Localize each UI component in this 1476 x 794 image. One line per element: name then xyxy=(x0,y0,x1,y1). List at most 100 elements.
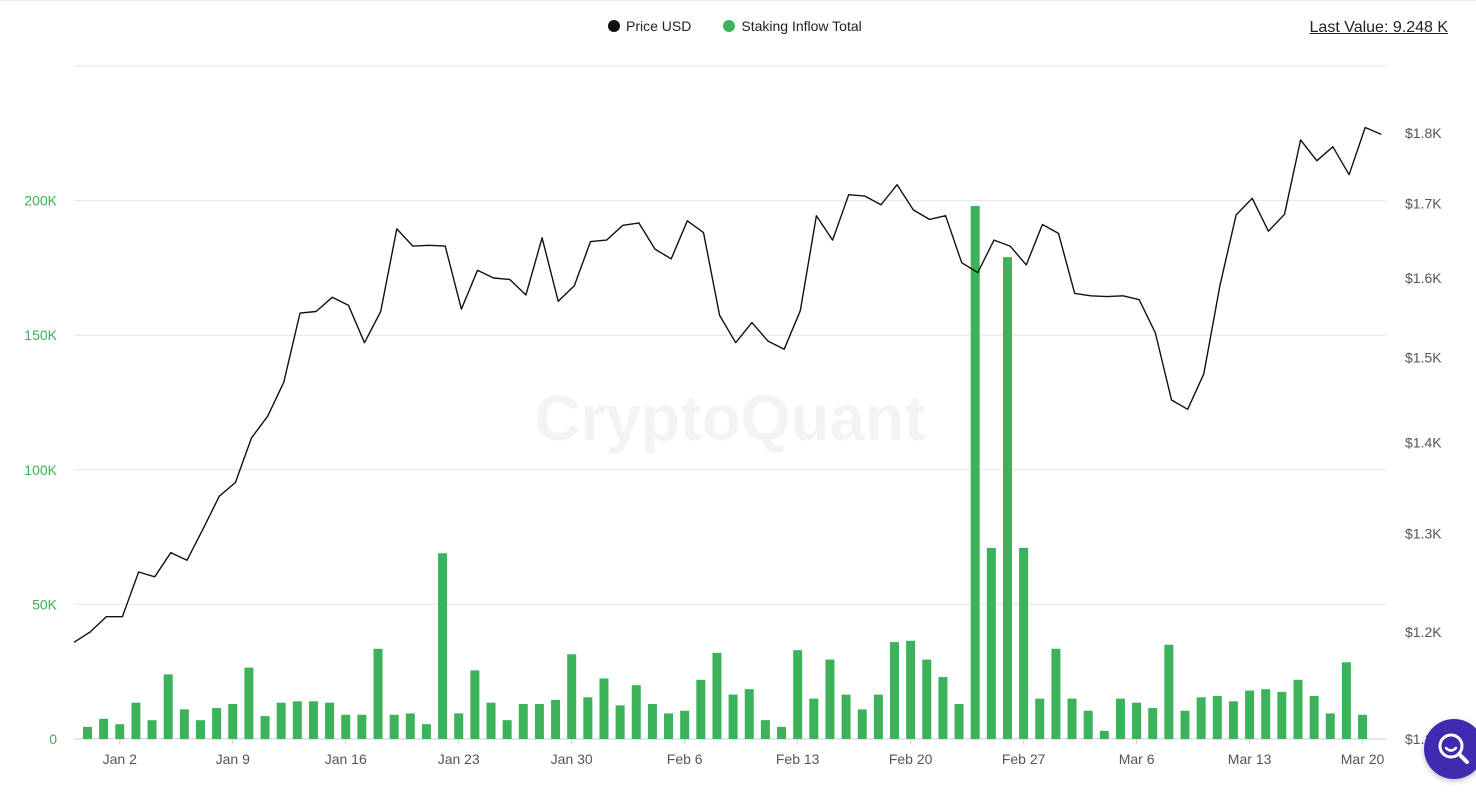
inflow-bar xyxy=(1358,714,1368,739)
legend-item-price[interactable]: Price USD xyxy=(608,18,691,34)
inflow-bar xyxy=(341,714,351,739)
left-axis-tick-label: 200K xyxy=(24,193,57,209)
inflow-bar xyxy=(696,679,706,739)
inflow-bar xyxy=(1002,257,1012,739)
x-axis-tick-label: Jan 2 xyxy=(103,751,137,767)
inflow-bar xyxy=(421,724,431,739)
last-value-link[interactable]: Last Value: 9.248 K xyxy=(1309,19,1448,36)
x-axis-tick-label: Feb 20 xyxy=(889,751,933,767)
inflow-bar xyxy=(825,659,835,739)
inflow-bar xyxy=(1325,713,1335,739)
inflow-bar xyxy=(986,547,996,739)
left-axis-tick-label: 100K xyxy=(24,462,57,478)
x-axis-tick-label: Jan 16 xyxy=(325,751,367,767)
x-axis-tick-label: Feb 13 xyxy=(776,751,820,767)
x-axis-tick-label: Mar 6 xyxy=(1119,751,1155,767)
inflow-bar xyxy=(292,701,302,739)
inflow-bar xyxy=(664,713,674,739)
inflow-bar xyxy=(1180,710,1190,739)
inflow-bar xyxy=(615,705,625,739)
right-axis-tick-label: $1.6K xyxy=(1405,270,1442,286)
inflow-bar xyxy=(438,553,448,739)
inflow-bar xyxy=(551,699,561,739)
watermark: CryptoQuant xyxy=(534,382,925,454)
x-axis-tick-label: Feb 6 xyxy=(667,751,703,767)
inflow-bar xyxy=(1277,691,1287,739)
inflow-bar xyxy=(1341,662,1351,739)
inflow-bar xyxy=(1212,695,1222,739)
price-legend-dot xyxy=(608,20,620,32)
left-axis-tick-label: 0 xyxy=(49,731,57,747)
right-axis-tick-label: $1.8K xyxy=(1405,125,1442,141)
inflow-bar xyxy=(583,697,593,739)
inflow-bar xyxy=(1309,695,1319,739)
right-axis-tick-label: $1.2K xyxy=(1405,624,1442,640)
inflow-bar xyxy=(99,718,109,739)
inflow-bar xyxy=(567,654,577,739)
x-axis-tick-label: Mar 13 xyxy=(1228,751,1272,767)
inflow-bar xyxy=(712,652,722,739)
inflow-bar xyxy=(1164,644,1174,739)
inflow-bar xyxy=(308,701,318,739)
inflow-bar xyxy=(777,726,787,739)
inflow-bar xyxy=(260,716,270,739)
inflow-bar xyxy=(793,650,803,739)
x-axis-tick-label: Feb 27 xyxy=(1002,751,1046,767)
inflow-bar xyxy=(389,714,399,739)
right-axis-tick-label: $1.5K xyxy=(1405,349,1442,365)
inflow-bar xyxy=(728,694,738,739)
inflow-bar xyxy=(744,689,754,739)
inflow-bar xyxy=(954,704,964,739)
inflow-bar xyxy=(405,713,415,739)
inflow-bar xyxy=(1035,698,1045,739)
inflow-bar xyxy=(1245,690,1255,739)
inflow-bar xyxy=(1019,547,1029,739)
inflow-bar xyxy=(195,720,205,739)
inflow-bar xyxy=(373,648,383,739)
inflow-bar xyxy=(1293,679,1303,739)
inflow-bar xyxy=(938,677,948,739)
inflow-bar xyxy=(518,704,528,739)
inflow-bar xyxy=(1067,698,1077,739)
right-axis-tick-label: $1.3K xyxy=(1405,525,1442,541)
inflow-bar xyxy=(131,702,141,739)
left-axis-tick-label: 50K xyxy=(32,596,58,612)
inflow-bar xyxy=(1228,701,1238,739)
inflow-bar xyxy=(1115,698,1125,739)
inflow-bar xyxy=(83,726,92,739)
x-axis-tick-label: Jan 9 xyxy=(216,751,250,767)
inflow-bar xyxy=(325,702,335,739)
inflow-bar xyxy=(970,205,980,739)
inflow-bar xyxy=(1261,689,1271,739)
x-axis-tick-label: Jan 30 xyxy=(551,751,593,767)
inflow-bar xyxy=(760,720,770,739)
inflow-bar xyxy=(841,694,851,739)
inflow-bar xyxy=(890,642,899,739)
inflow-bar xyxy=(534,704,544,739)
inflow-bar xyxy=(857,709,867,739)
inflow-bar xyxy=(228,704,238,739)
inflow-bar xyxy=(486,702,496,739)
inflow-bar xyxy=(1083,710,1093,739)
chart-legend: Price USD Staking Inflow Total xyxy=(608,18,862,34)
inflow-bar xyxy=(1196,697,1206,739)
inflow-legend-dot xyxy=(723,20,736,32)
inflow-bar xyxy=(647,704,657,739)
search-button[interactable] xyxy=(1424,719,1476,779)
inflow-bar xyxy=(147,720,157,739)
inflow-bar xyxy=(212,708,222,739)
inflow-bar xyxy=(1099,730,1109,739)
inflow-bar xyxy=(502,720,512,739)
right-axis-tick-label: $1.7K xyxy=(1405,195,1442,211)
inflow-bar xyxy=(357,714,367,739)
inflow-bar xyxy=(276,702,286,739)
inflow-bar xyxy=(922,659,932,739)
right-axis-tick-label: $1.4K xyxy=(1405,434,1442,450)
left-axis-tick-label: 150K xyxy=(24,327,57,343)
legend-item-inflow[interactable]: Staking Inflow Total xyxy=(723,18,862,34)
top-border xyxy=(0,0,1476,1)
inflow-bar xyxy=(599,678,609,739)
inflow-bar xyxy=(1148,708,1158,739)
inflow-bar xyxy=(244,667,254,739)
